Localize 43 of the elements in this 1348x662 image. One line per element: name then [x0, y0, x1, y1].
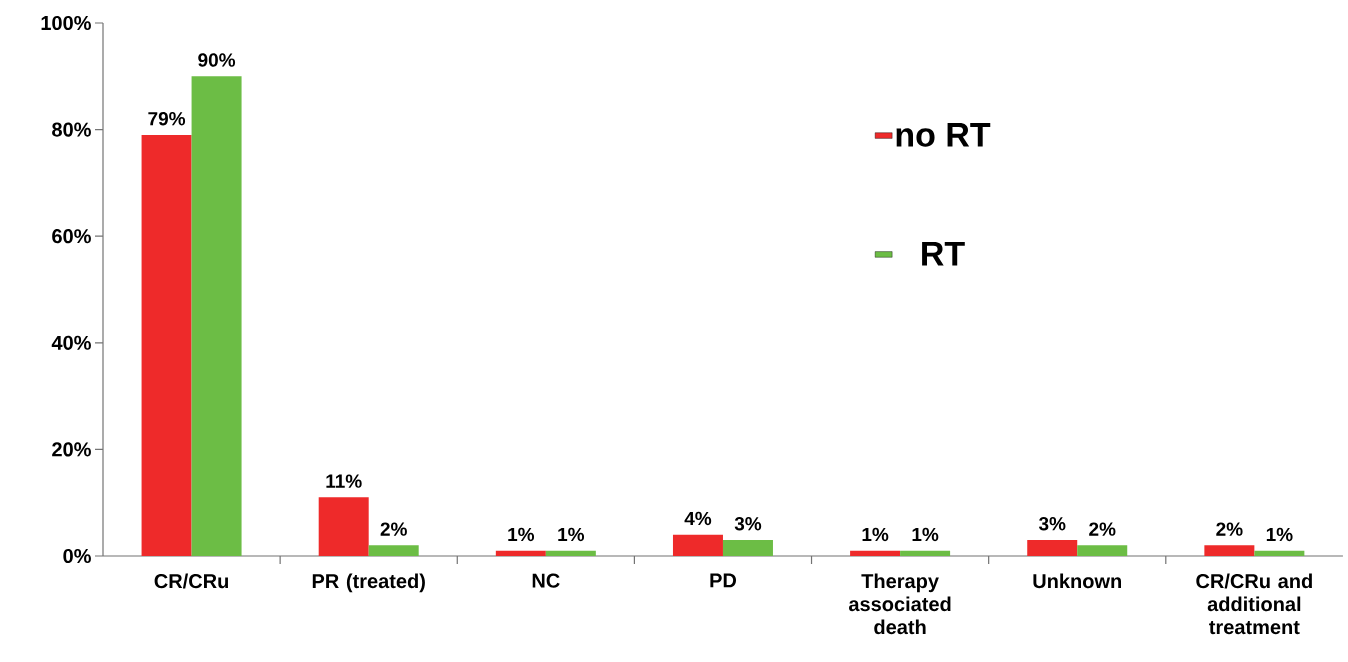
bar — [368, 545, 419, 556]
bar — [545, 550, 596, 556]
bar — [141, 134, 192, 556]
y-tick-label: 100% — [41, 15, 91, 31]
y-tick-label: 20% — [52, 442, 91, 457]
bar — [1027, 540, 1078, 556]
x-tick-label: Therapy associated death — [849, 573, 951, 635]
bar — [672, 534, 723, 556]
data-label: 2% — [380, 522, 407, 536]
x-tick-label: Unknown — [1033, 573, 1121, 589]
data-label: 79% — [148, 111, 186, 126]
x-tick-label: CR/CRu and additional treatment — [1196, 573, 1312, 635]
x-tick-label: PD — [710, 573, 737, 588]
y-tick-label: 40% — [51, 335, 91, 350]
data-label: 1% — [558, 527, 585, 542]
data-label: 2% — [1216, 522, 1243, 536]
legend-label: RT — [922, 241, 965, 266]
data-label: 3% — [734, 517, 762, 531]
y-tick-label: 0% — [63, 548, 91, 564]
data-label: 1% — [508, 527, 535, 542]
bar — [191, 76, 242, 556]
data-label: 3% — [1038, 517, 1066, 531]
bar — [722, 540, 773, 556]
bar — [495, 550, 546, 556]
bar — [318, 497, 369, 556]
data-label: 90% — [198, 53, 236, 67]
legend-label: no RT — [896, 123, 991, 147]
x-tick-label: NC — [532, 573, 560, 588]
data-label: 1% — [912, 527, 939, 542]
data-label: 4% — [684, 511, 712, 526]
data-label: 1% — [862, 527, 889, 542]
bar — [1077, 545, 1128, 556]
bar — [1254, 550, 1305, 556]
bar — [850, 550, 901, 556]
data-label: 1% — [1266, 527, 1293, 542]
y-tick-label: 60% — [52, 229, 91, 244]
bar — [900, 550, 951, 556]
x-tick-label: PR (treated) — [312, 573, 425, 593]
data-label: 11% — [326, 474, 362, 488]
bar — [1204, 545, 1255, 556]
data-label: 2% — [1089, 522, 1116, 536]
y-tick-label: 80% — [52, 122, 91, 137]
x-tick-label: CR/CRu — [154, 573, 229, 589]
